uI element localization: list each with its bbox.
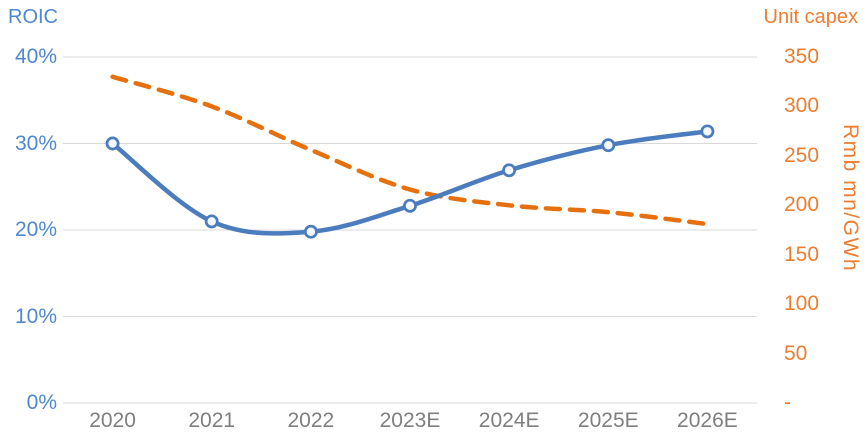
x-axis-label: 2020 <box>89 409 136 432</box>
left-axis-tick: 10% <box>14 304 57 328</box>
x-axis-label: 2026E <box>677 409 738 432</box>
roic-marker <box>700 124 715 139</box>
right-axis-tick: 250 <box>784 143 820 167</box>
x-axis-label: 2022 <box>287 409 335 432</box>
roic-line <box>110 129 710 236</box>
x-axis-label: 2025E <box>577 409 639 432</box>
roic-marker <box>601 138 616 153</box>
roic-marker <box>105 136 120 151</box>
left-axis-tick: 20% <box>14 218 57 241</box>
roic-marker <box>502 163 517 178</box>
unit-capex-line <box>110 74 710 227</box>
left-axis-title: ROIC <box>8 6 58 28</box>
left-axis-tick: 30% <box>14 131 57 155</box>
right-axis-tick: 300 <box>784 94 820 118</box>
x-axis-label: 2024E <box>478 409 540 432</box>
roic-marker <box>204 214 219 229</box>
right-axis-tick: 50 <box>784 341 808 365</box>
x-axis-label: 2023E <box>379 409 441 432</box>
right-axis-tick: 100 <box>784 292 820 316</box>
right-axis-tick: 350 <box>784 45 820 68</box>
roic-marker <box>403 198 417 213</box>
roic-marker <box>303 224 318 239</box>
right-axis-unit-label: Rmb mn/GWh <box>839 124 862 273</box>
x-axis-label: 2021 <box>188 409 236 432</box>
left-axis-tick: 0% <box>26 391 57 414</box>
left-axis-tick: 40% <box>14 45 57 68</box>
right-axis-tick: 200 <box>784 193 820 217</box>
right-axis-tick: - <box>784 391 791 414</box>
right-axis-title: Unit capex <box>763 6 859 28</box>
right-axis-tick: 150 <box>784 242 820 266</box>
